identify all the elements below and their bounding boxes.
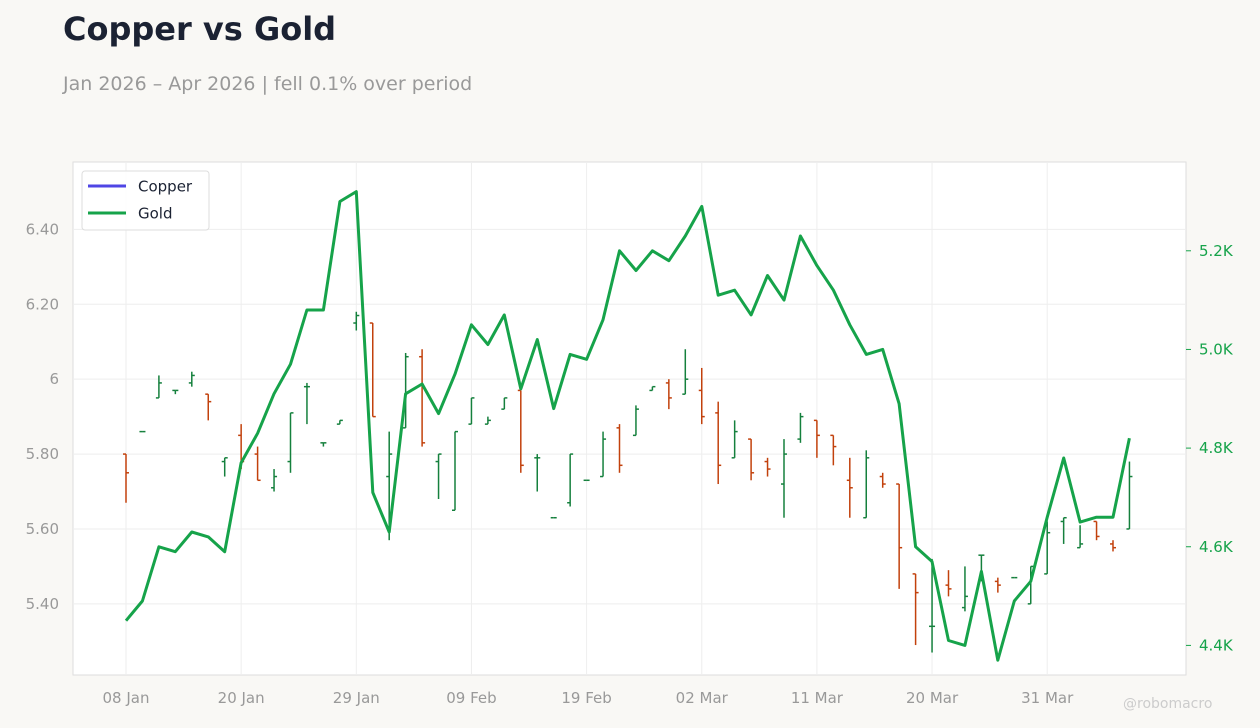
grid-lines [73,162,1186,675]
x-tick-label: 11 Mar [791,689,844,707]
gold-line-series [124,190,1131,662]
copper-ohlc-bar [468,397,475,425]
chart-subtitle: Jan 2026 – Apr 2026 | fell 0.1% over per… [63,73,473,95]
copper-ohlc-bar [254,446,261,482]
copper-ohlc-bar [271,469,278,492]
copper-ohlc-bar [731,420,738,459]
y-right-tick-label: 5.0K [1199,340,1234,358]
y-right-tick-label: 4.8K [1199,439,1234,457]
copper-ohlc-bar [797,412,804,443]
copper-ohlc-bar [221,457,228,477]
copper-ohlc-bar [1093,520,1100,541]
copper-ohlc-bar [501,397,508,410]
copper-ohlc-bar [369,322,376,418]
copper-ohlc-bar [320,442,327,447]
copper-ohlc-bar [1077,525,1084,549]
copper-ohlc-bar [748,438,755,481]
y-left-tick-label: 6.40 [26,220,59,238]
copper-ohlc-bar [1110,540,1116,552]
copper-ohlc-bar [205,393,212,421]
legend-gold-label: Gold [138,205,173,223]
copper-ohlc-bar [813,419,820,458]
copper-ohlc-bar [600,431,607,478]
x-tick-label: 20 Mar [906,689,959,707]
y-left-tick-label: 5.80 [26,445,59,463]
copper-ohlc-bar [452,430,458,511]
y-left-tick-label: 6 [49,370,59,388]
copper-ohlc-bar [517,389,524,473]
copper-ohlc-bar [419,349,426,447]
chart-title: Copper vs Gold [63,10,337,48]
copper-ohlc-bar [1060,516,1067,544]
copper-ohlc-bar [846,457,853,518]
copper-ohlc-bar [616,424,623,473]
copper-ohlc-bar [781,439,787,518]
y-left-tick-label: 6.20 [26,295,59,313]
y-right-tick-label: 4.4K [1199,636,1234,654]
copper-ohlc-bar [665,379,672,410]
copper-ohlc-bar [336,419,343,425]
x-tick-label: 02 Mar [676,689,729,707]
x-tick-label: 20 Jan [218,689,265,707]
gold-line [124,190,1131,662]
copper-ohlc-bar [632,405,639,437]
copper-ohlc-series [123,311,1133,653]
copper-ohlc-bar [649,385,656,392]
plot-frame [72,161,1187,676]
watermark: @robomacro [1123,696,1213,712]
copper-ohlc-bar [353,311,360,331]
copper-ohlc-bar [484,416,491,425]
copper-ohlc-bar [896,483,903,589]
copper-ohlc-bar [929,558,936,653]
copper-ohlc-bar [945,570,952,597]
copper-ohlc-bar [912,573,919,646]
y-left-tick-label: 5.40 [26,595,59,613]
copper-ohlc-bar [764,457,771,477]
copper-ohlc-bar [715,401,722,485]
x-tick-label: 19 Feb [561,689,611,707]
copper-ohlc-bar [682,349,689,395]
x-tick-label: 29 Jan [333,689,380,707]
copper-ohlc-bar [123,453,129,503]
copper-ohlc-bar [961,566,968,612]
axes: 5.40 5.60 5.80 6 6.20 6.40 4.4K 4.6K 4.8K 5.0K 5.2… [26,220,1234,707]
y-right-tick-label: 4.6K [1199,538,1234,556]
x-tick-label: 09 Feb [446,689,496,707]
x-tick-label: 31 Mar [1021,689,1074,707]
copper-ohlc-bar [994,577,1001,593]
copper-ohlc-bar [879,472,886,488]
copper-ohlc-bar [534,454,541,492]
x-tick-label: 08 Jan [103,689,150,707]
legend-copper-label: Copper [138,178,193,196]
legend: Copper Gold [81,170,210,231]
copper-ohlc-bar [402,352,409,429]
copper-ohlc-bar [698,367,705,425]
copper-ohlc-bar [567,453,574,507]
copper-ohlc-bar [172,389,179,395]
copper-ohlc-bar [830,434,837,466]
copper-ohlc-bar [303,382,310,425]
copper-ohlc-bar [188,371,195,387]
copper-ohlc-bar [287,412,294,473]
copper-ohlc-bar [435,453,442,500]
copper-ohlc-bar [1126,461,1133,530]
y-right-tick-label: 5.2K [1199,242,1234,260]
copper-ohlc-bar [1044,521,1051,575]
copper-ohlc-bar [155,375,162,399]
y-left-tick-label: 5.60 [26,520,59,538]
copper-ohlc-bar [863,450,870,519]
